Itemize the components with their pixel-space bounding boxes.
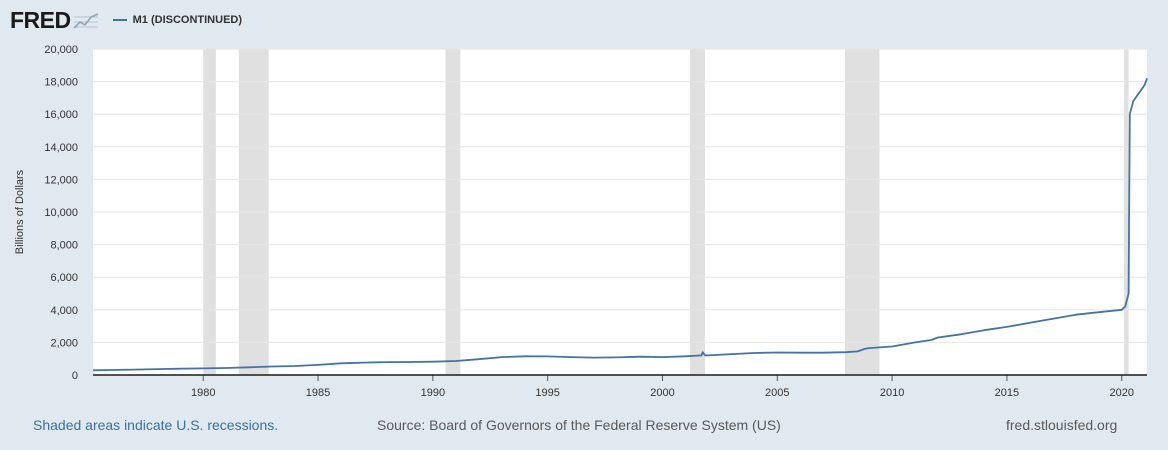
- y-tick-label: 18,000: [44, 77, 78, 89]
- x-tick-label: 2020: [1109, 387, 1133, 399]
- fred-logo[interactable]: FRED: [10, 6, 71, 33]
- y-tick-label: 16,000: [44, 109, 78, 121]
- y-tick-label: 6,000: [50, 272, 78, 284]
- legend: M1 (DISCONTINUED): [112, 14, 243, 26]
- x-tick-label: 1985: [306, 387, 330, 399]
- recession-note[interactable]: Shaded areas indicate U.S. recessions.: [33, 417, 279, 433]
- x-tick-label: 1995: [535, 387, 559, 399]
- y-axis-label: Billions of Dollars: [14, 169, 26, 254]
- series-line-m1[interactable]: [92, 78, 1148, 372]
- x-tick-label: 2000: [650, 387, 674, 399]
- x-tick-label: 2005: [765, 387, 789, 399]
- gridlines: [93, 48, 1147, 343]
- y-tick-label: 14,000: [44, 142, 78, 154]
- line-chart: 0 2,000 4,000 6,000 8,000 10,000 12,000 14,000 1…: [14, 44, 1148, 399]
- y-tick-label: 10,000: [44, 207, 78, 219]
- x-axis-ticks: 1980 1985 1990 1995 2000 2005 2010 2015 2020: [191, 375, 1134, 399]
- x-tick-label: 1990: [421, 387, 445, 399]
- source-text: Source: Board of Governors of the Federa…: [377, 417, 781, 433]
- y-axis-ticks: 0 2,000 4,000 6,000 8,000 10,000 12,000 14,000 1…: [44, 44, 78, 382]
- y-tick-label: 20,000: [44, 44, 78, 56]
- y-tick-label: 2,000: [50, 337, 78, 349]
- chart-header: FRED M1 (DISCONTINUED): [10, 6, 242, 34]
- legend-label[interactable]: M1 (DISCONTINUED): [132, 14, 243, 26]
- x-tick-label: 1980: [191, 387, 215, 399]
- y-tick-label: 8,000: [50, 240, 78, 252]
- y-tick-label: 12,000: [44, 174, 78, 186]
- trend-line-icon: [72, 11, 99, 31]
- y-tick-label: 0: [72, 370, 78, 382]
- site-url[interactable]: fred.stlouisfed.org: [1006, 417, 1118, 433]
- y-tick-label: 4,000: [50, 305, 78, 317]
- legend-swatch: [112, 19, 127, 21]
- x-tick-label: 2015: [995, 387, 1019, 399]
- x-tick-label: 2010: [880, 387, 904, 399]
